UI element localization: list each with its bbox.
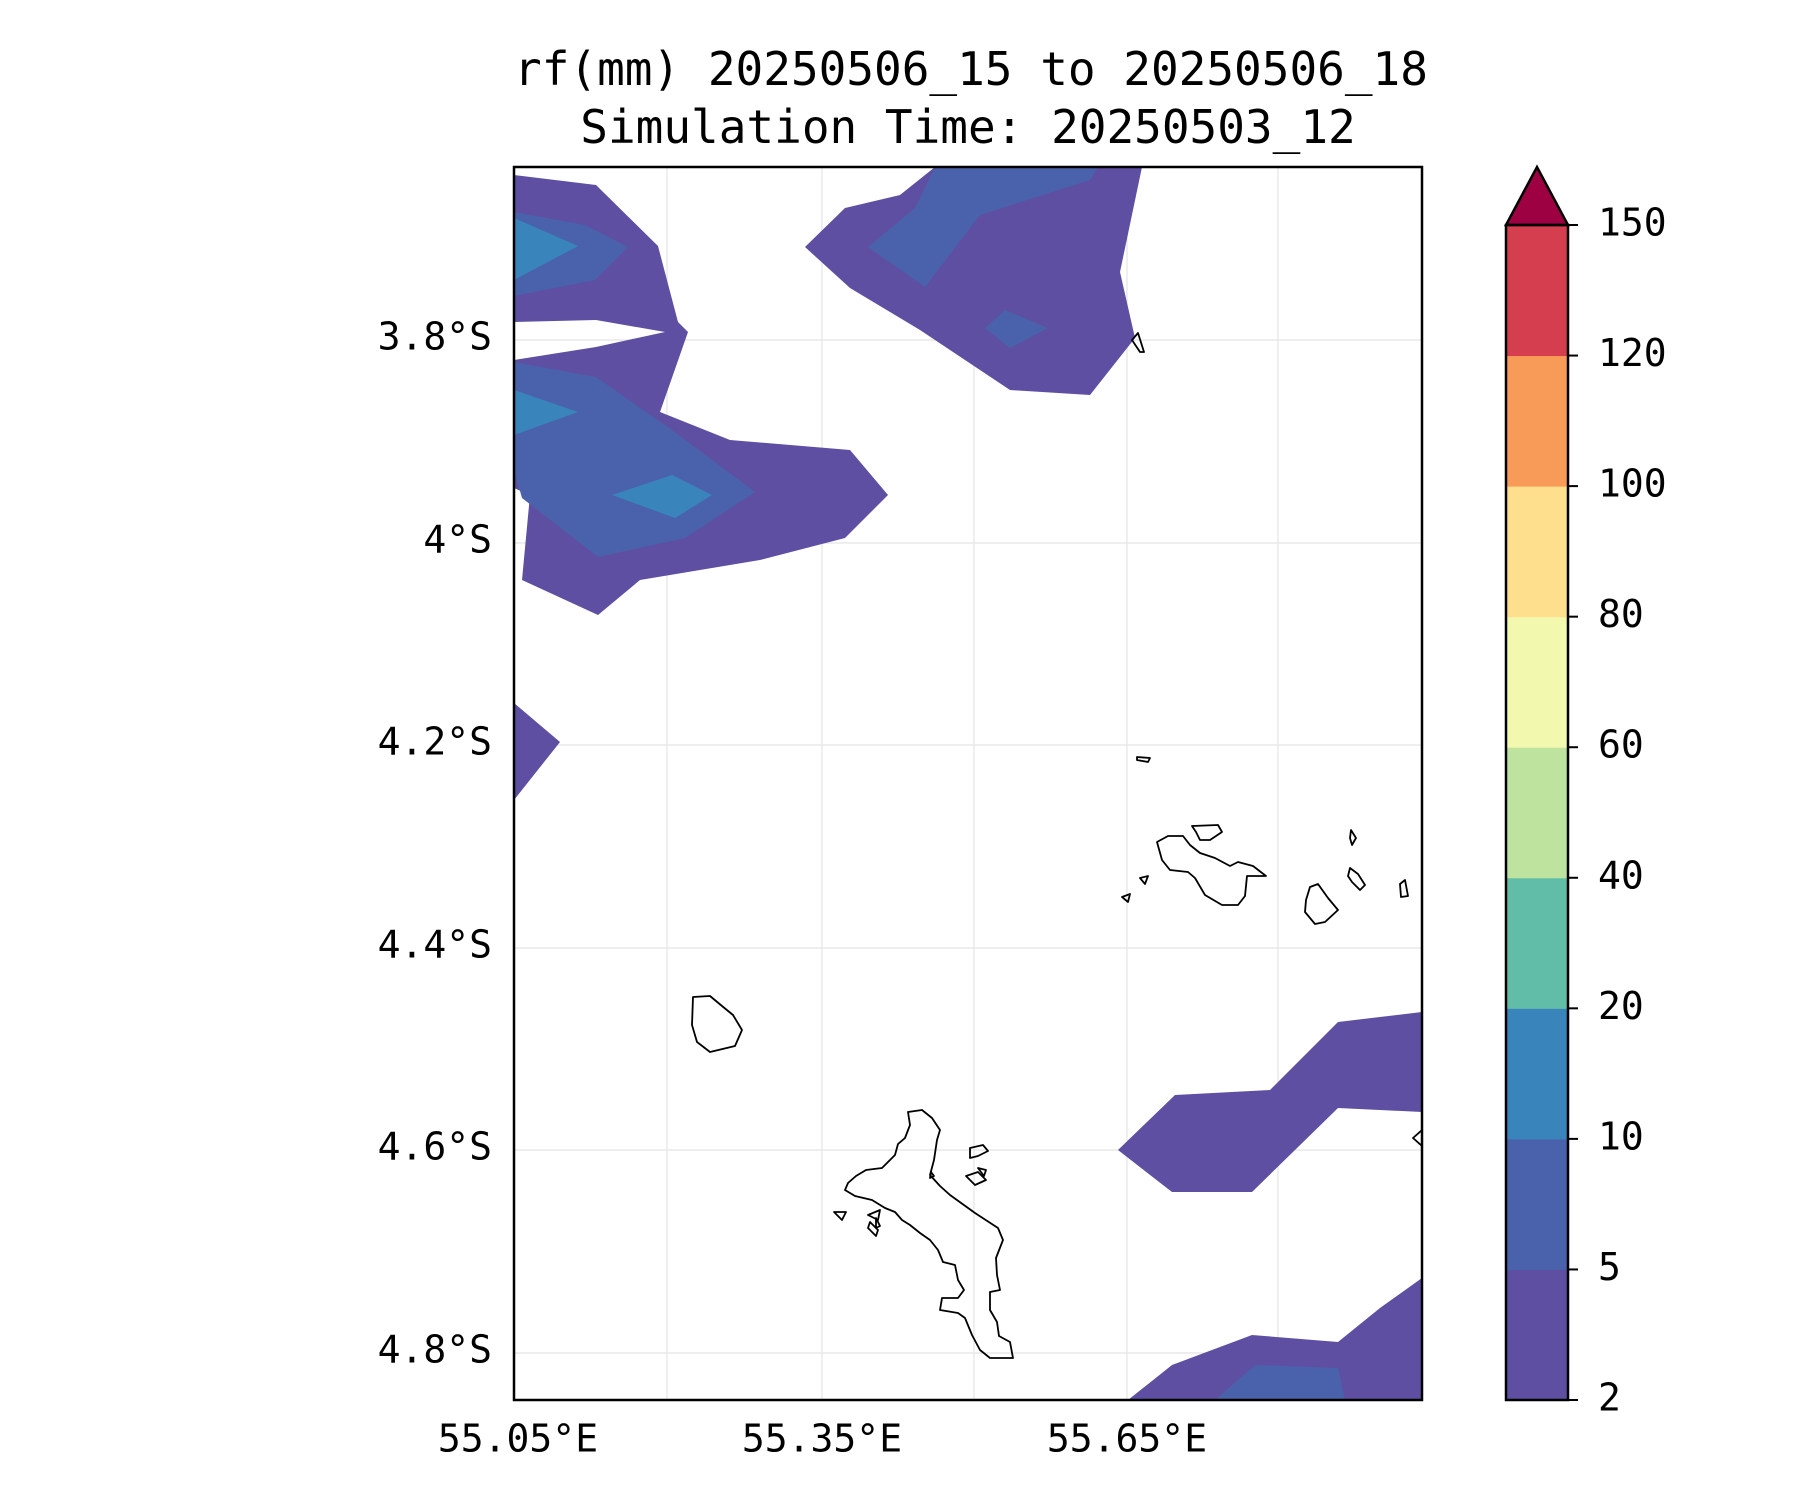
island-small [969, 1144, 989, 1159]
coastlines [691, 332, 1422, 1359]
colorbar-tick-label: 150 [1598, 201, 1667, 245]
island-praslin [1156, 835, 1267, 906]
lon-tick-label: 55.65°E [1047, 1417, 1207, 1461]
island-la-digue [1304, 883, 1339, 925]
island-small [965, 1171, 987, 1186]
island-small [929, 1171, 935, 1179]
colorbar-segment [1506, 486, 1568, 618]
rain-area-5-10 [985, 310, 1048, 348]
colorbar-segment [1506, 747, 1568, 879]
rainfall-contours [514, 167, 1422, 1400]
island-mahe [844, 1109, 1014, 1359]
lat-tick-label: 3.8°S [378, 315, 492, 359]
colorbar-segment [1506, 877, 1568, 1009]
lon-tick-label: 55.05°E [438, 1417, 598, 1461]
colorbar-tick-label: 2 [1598, 1376, 1621, 1420]
chart-title: rf(mm) 20250506_15 to 20250506_18 Simula… [514, 40, 1428, 156]
colorbar-segment [1506, 616, 1568, 748]
colorbar-tick-label: 80 [1598, 592, 1644, 636]
rain-area-2-5 [514, 703, 560, 800]
rain-area-5-10 [1215, 1365, 1345, 1400]
colorbar-extend-arrow [1503, 164, 1571, 227]
colorbar-segment [1506, 355, 1568, 487]
island-silhouette [691, 995, 743, 1053]
island-denis [1131, 332, 1145, 353]
map-frame [512, 165, 1424, 1402]
island-small [1347, 867, 1366, 891]
island-small [977, 1167, 987, 1177]
island-small [1399, 879, 1409, 898]
rain-area-5-10 [868, 167, 1098, 287]
colorbar-tick-label: 40 [1598, 853, 1644, 897]
colorbar-segment [1506, 1269, 1568, 1401]
rain-area-2-5 [1128, 1278, 1422, 1400]
island-small [867, 1221, 879, 1237]
lon-tick-label: 55.35°E [742, 1417, 902, 1461]
rain-area-2-5 [805, 167, 1142, 395]
island-small [875, 1217, 881, 1229]
rain-area-10-20 [514, 390, 578, 435]
island-small [1412, 1129, 1422, 1147]
lat-tick-label: 4.6°S [378, 1125, 492, 1169]
map-panel [512, 165, 1424, 1402]
lat-tick-label: 4°S [423, 518, 492, 562]
colorbar: 2 5 10 20 40 60 80 100 120 150 [1503, 164, 1667, 1420]
colorbar-tick-label: 20 [1598, 984, 1644, 1028]
title-line-1: rf(mm) 20250506_15 to 20250506_18 [514, 42, 1428, 96]
colorbar-segment [1506, 1138, 1568, 1270]
colorbar-frame [1504, 223, 1570, 1402]
rain-area-2-5 [1118, 1012, 1422, 1192]
island-small [1139, 875, 1149, 885]
rain-area-10-20 [612, 475, 712, 518]
island-small [867, 1209, 881, 1221]
lon-axis: 55.05°E 55.35°E 55.65°E [438, 1417, 1207, 1461]
lat-axis: 3.8°S 4°S 4.2°S 4.4°S 4.6°S 4.8°S [378, 315, 492, 1372]
island-small [1136, 756, 1151, 763]
island-small [833, 1211, 847, 1221]
colorbar-tick-label: 5 [1598, 1245, 1621, 1289]
island-curieuse [1191, 824, 1223, 841]
colorbar-segment [1506, 1008, 1568, 1140]
lat-tick-label: 4.8°S [378, 1328, 492, 1372]
colorbar-tick-label: 100 [1598, 462, 1667, 506]
colorbar-segment [1506, 225, 1568, 357]
rain-area-10-20 [514, 218, 578, 280]
title-line-2: Simulation Time: 20250503_12 [580, 100, 1356, 154]
island-small [1121, 893, 1131, 903]
colorbar-tick-label: 10 [1598, 1114, 1644, 1158]
colorbar-tick-label: 60 [1598, 723, 1644, 767]
colorbar-tick-label: 120 [1598, 331, 1667, 375]
lat-tick-label: 4.4°S [378, 923, 492, 967]
island-small [1349, 829, 1357, 846]
lat-tick-label: 4.2°S [378, 720, 492, 764]
